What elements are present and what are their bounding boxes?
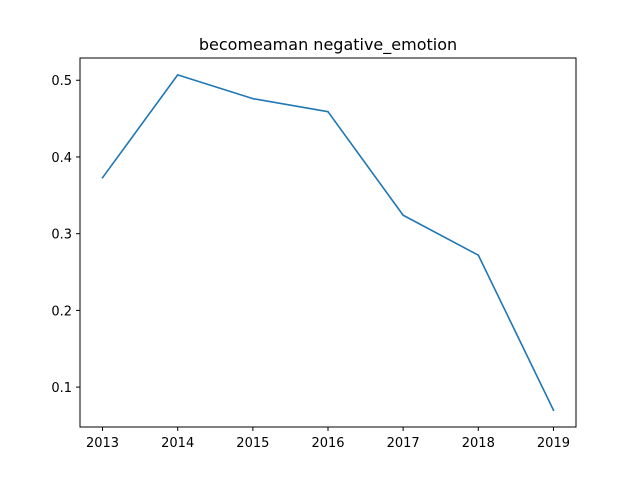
x-tick-label: 2019	[537, 436, 570, 451]
x-tick-label: 2013	[86, 436, 119, 451]
data-point	[252, 97, 254, 100]
y-tick-label: 0.1	[51, 381, 72, 396]
data-point	[101, 176, 104, 179]
x-tick-label: 2016	[311, 436, 344, 451]
x-tick-label: 2015	[236, 436, 269, 451]
x-tick-label: 2014	[161, 436, 194, 451]
x-tick-label: 2017	[387, 436, 420, 451]
data-point	[176, 74, 179, 76]
y-tick-label: 0.3	[51, 228, 72, 243]
data-point	[477, 254, 480, 256]
data-point	[402, 214, 404, 217]
y-tick-label: 0.5	[51, 74, 72, 89]
chart-title: becomeaman negative_emotion	[199, 35, 457, 55]
y-tick-label: 0.2	[51, 304, 72, 319]
x-tick-label: 2018	[462, 436, 495, 451]
data-point	[552, 409, 555, 411]
y-tick-label: 0.4	[51, 151, 72, 166]
plot-area-frame	[79, 57, 577, 428]
x-axis: 2013 2014 2015 2016 2017 2018 2019	[86, 427, 570, 451]
plot-series	[101, 74, 555, 412]
y-axis: 0.1 0.2 0.3 0.4 0.5	[51, 74, 80, 396]
data-point	[327, 110, 329, 113]
